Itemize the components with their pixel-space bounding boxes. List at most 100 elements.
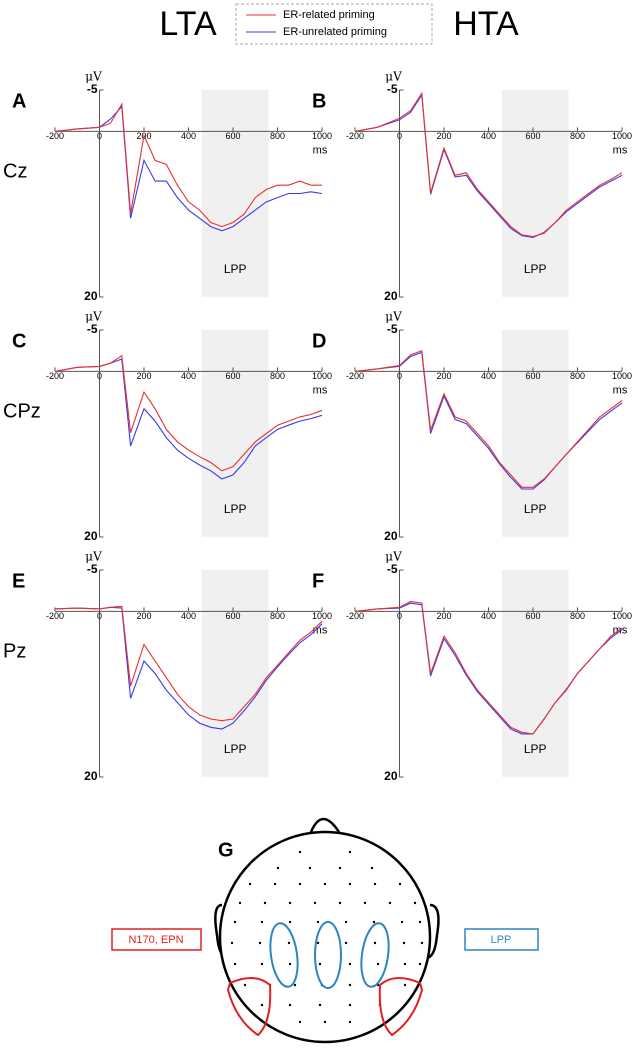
x-tick-label: 600 — [225, 131, 240, 141]
series-line — [54, 102, 322, 228]
electrode — [398, 882, 402, 886]
electrode — [418, 962, 422, 966]
electrode — [400, 920, 404, 924]
highlight — [201, 330, 269, 537]
electrode — [298, 1020, 302, 1024]
series-line — [54, 105, 323, 232]
highlight — [201, 570, 269, 777]
x-tick-label: -200 — [346, 611, 364, 621]
electrode — [288, 962, 292, 966]
series-line — [354, 349, 623, 488]
highlight — [201, 90, 269, 297]
series-line — [54, 358, 323, 480]
x-tick-label: -200 — [346, 131, 364, 141]
electrode — [348, 1003, 352, 1007]
x-tick-label: 400 — [181, 131, 196, 141]
x-tick-label: 800 — [570, 611, 585, 621]
y-tick-label: 20 — [384, 769, 398, 783]
x-tick-label: 400 — [181, 371, 196, 381]
electrode — [260, 1003, 264, 1007]
annotation: LPP — [524, 262, 547, 276]
electrode — [288, 1003, 292, 1007]
electrode — [260, 920, 264, 924]
electrode — [373, 882, 377, 886]
electrode — [402, 941, 406, 945]
x-tick-label: 800 — [270, 611, 285, 621]
x-tick-label: 200 — [436, 131, 451, 141]
electrode — [316, 920, 320, 924]
electrode — [298, 882, 302, 886]
column-title: HTA — [453, 5, 519, 43]
annotation: LPP — [524, 742, 547, 756]
annotation: LPP — [224, 502, 247, 516]
x-unit: ms — [613, 384, 628, 396]
x-tick-label: 400 — [181, 611, 196, 621]
x-tick-label: 400 — [481, 131, 496, 141]
series-line — [354, 93, 623, 238]
electrode — [418, 920, 422, 924]
electrode — [308, 866, 312, 870]
y-tick-label: -5 — [87, 562, 98, 576]
annotation: LPP — [524, 502, 547, 516]
y-unit: μV — [385, 70, 402, 84]
x-tick-label: -200 — [346, 371, 364, 381]
y-tick-label: 20 — [384, 289, 398, 303]
x-tick-label: -200 — [46, 131, 64, 141]
y-unit: μV — [85, 70, 102, 84]
legend-box — [235, 3, 433, 45]
x-tick-label: 600 — [225, 371, 240, 381]
electrode — [420, 941, 424, 945]
x-tick-label: 600 — [525, 131, 540, 141]
electrode — [288, 901, 292, 905]
electrode — [248, 882, 252, 886]
y-tick-label: -5 — [387, 322, 398, 336]
x-tick-label: 200 — [436, 371, 451, 381]
roi-n170 — [378, 977, 424, 1037]
legend-label: ER-related priming — [283, 9, 375, 21]
electrode — [370, 866, 374, 870]
electrode — [313, 901, 317, 905]
electrode — [372, 920, 376, 924]
x-tick-label: 200 — [136, 611, 151, 621]
y-tick-label: 20 — [84, 289, 98, 303]
electrode — [258, 941, 262, 945]
electrode — [348, 850, 352, 854]
highlight — [501, 90, 569, 297]
x-tick-label: 800 — [570, 371, 585, 381]
panel-label: F — [312, 570, 324, 592]
x-tick-label: 0 — [97, 131, 102, 141]
panel-label: A — [12, 90, 26, 112]
x-tick-label: 200 — [136, 371, 151, 381]
y-tick-label: -5 — [387, 562, 398, 576]
x-tick-label: 600 — [525, 371, 540, 381]
y-unit: μV — [85, 310, 102, 324]
electrode — [316, 941, 320, 945]
annotation: LPP — [224, 262, 247, 276]
head-map: G N170, EPN LPP — [111, 817, 539, 1044]
y-unit: μV — [85, 550, 102, 564]
electrode — [376, 962, 380, 966]
x-tick-label: 200 — [436, 611, 451, 621]
electrode — [348, 962, 352, 966]
column-title: LTA — [159, 5, 217, 43]
x-unit: ms — [313, 144, 328, 156]
panel-label: B — [312, 90, 326, 112]
electrode — [238, 901, 242, 905]
y-tick-label: 20 — [84, 769, 98, 783]
x-tick-label: 0 — [97, 371, 102, 381]
electrode — [388, 901, 392, 905]
electrode — [338, 901, 342, 905]
x-tick-label: 800 — [570, 131, 585, 141]
x-tick-label: 800 — [270, 131, 285, 141]
x-tick-label: 1000 — [612, 611, 632, 621]
x-unit: ms — [613, 144, 628, 156]
nose — [309, 817, 341, 833]
x-tick-label: 1000 — [312, 131, 332, 141]
electrode-label: Cz — [3, 160, 27, 182]
electrode-label: Pz — [3, 640, 26, 662]
head — [218, 830, 432, 1044]
y-tick-label: -5 — [87, 82, 98, 96]
electrode — [230, 941, 234, 945]
